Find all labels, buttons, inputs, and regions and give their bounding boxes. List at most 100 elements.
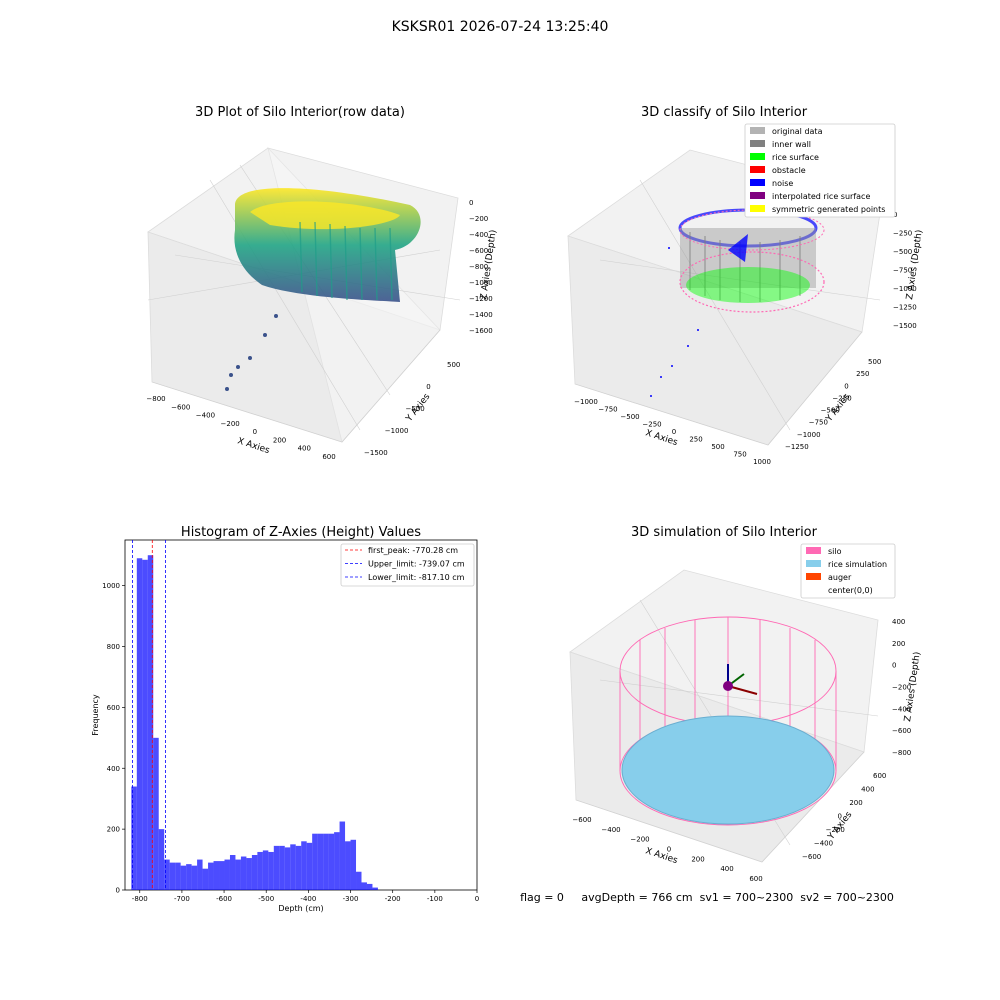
histogram-bar	[229, 855, 236, 890]
histogram-bar	[246, 858, 252, 890]
tick-label: −400	[814, 840, 833, 848]
tick-label: 600	[749, 875, 762, 883]
histogram-bar	[361, 882, 367, 890]
histogram-axes-frame	[124, 539, 478, 891]
legend-label: Upper_limit: -739.07 cm	[368, 560, 465, 569]
tick-label: −800	[146, 395, 165, 403]
histogram-bar	[372, 887, 378, 890]
legend-swatch	[806, 547, 821, 554]
tick-label: −200	[826, 826, 845, 834]
tick-label: 0	[838, 813, 842, 821]
tick-label: 250	[689, 436, 702, 444]
tick-label: 750	[733, 451, 746, 459]
panel-1-xlabel: X Axies	[236, 436, 271, 456]
tick-label: 600	[322, 453, 335, 461]
tick-label: −1000	[385, 427, 409, 435]
tick-label: 0	[426, 383, 430, 391]
tick-label: −1250	[785, 443, 809, 451]
legend-label: symmetric generated points	[772, 205, 885, 214]
tick-label: −500	[406, 405, 425, 413]
histogram-bar	[284, 847, 291, 890]
histogram-bar	[312, 833, 318, 890]
tick-label: -800	[132, 895, 148, 903]
tick-label: -400	[300, 895, 316, 903]
tick-label: 0	[475, 895, 479, 903]
rice-simulation-surface	[621, 715, 835, 825]
tick-label: -600	[216, 895, 232, 903]
tick-label: 200	[892, 640, 905, 648]
histogram-bar	[339, 821, 346, 890]
tick-label: 0	[672, 428, 676, 436]
panel-4-title: 3D simulation of Silo Interior	[631, 525, 818, 540]
histogram-xlabel: Depth (cm)	[278, 904, 323, 913]
legend-label: noise	[772, 179, 793, 188]
tick-label: 0	[892, 662, 896, 670]
legend-label: inner wall	[772, 140, 811, 149]
tick-label: 400	[720, 865, 733, 873]
tick-label: −250	[893, 230, 912, 238]
histogram-ylabel: Frequency	[91, 694, 100, 736]
tick-label: −250	[642, 421, 661, 429]
tick-label: −750	[598, 406, 617, 414]
panel-2-y-ticks: 500 250 0 −250 −500 −750 −1000 −1250	[785, 358, 881, 451]
panel-1-x-ticks: −800 −600 −400 −200 0 200 400 600	[146, 395, 335, 461]
histogram-bar	[251, 855, 258, 890]
histogram-bar	[169, 862, 176, 890]
histogram-bar	[262, 850, 269, 890]
histogram-bar	[279, 845, 285, 890]
tick-label: −400	[469, 231, 488, 239]
figure-title: KSKSR01 2026-07-24 13:25:40	[392, 19, 609, 35]
tick-label: −1500	[893, 322, 917, 330]
histogram-bar	[136, 558, 143, 890]
tick-label: −1250	[893, 304, 917, 312]
tick-label: 600	[873, 772, 886, 780]
histogram-bar	[180, 865, 187, 890]
histogram-bar	[147, 555, 154, 890]
tick-label: −800	[892, 749, 911, 757]
panel-2-zlabel: Z Axies (Depth)	[905, 229, 925, 300]
histogram-bar	[158, 829, 165, 890]
legend-swatch	[806, 560, 821, 567]
tick-label: −1000	[469, 279, 493, 287]
tick-label: −1000	[893, 285, 917, 293]
tick-label: 250	[856, 370, 869, 378]
tick-label: −1000	[797, 431, 821, 439]
panel-raw-data: 3D Plot of Silo Interior(row data)	[146, 105, 498, 461]
legend-swatch	[750, 205, 765, 212]
histogram-bar	[317, 833, 324, 890]
legend-label: Lower_limit: -817.10 cm	[368, 573, 465, 582]
legend-swatch	[806, 573, 821, 580]
tick-label: 600	[107, 704, 120, 712]
tick-label: −1500	[364, 449, 388, 457]
histogram-bar	[175, 862, 181, 890]
histogram-bar	[273, 845, 280, 890]
legend-label: silo	[828, 547, 842, 556]
tick-label: 0	[844, 382, 848, 390]
legend-label: first_peak: -770.28 cm	[368, 546, 458, 555]
tick-label: 400	[892, 618, 905, 626]
tick-label: −600	[171, 403, 190, 411]
histogram-bar	[257, 851, 263, 890]
panel-1-y-ticks: 500 0 −500 −1000 −1500	[364, 361, 460, 457]
tick-label: −500	[821, 407, 840, 415]
status-line: flag = 0 avgDepth = 766 cm sv1 = 700~230…	[520, 891, 894, 904]
histogram-bar	[131, 786, 137, 890]
tick-label: 500	[447, 361, 460, 369]
histogram-bar	[356, 871, 362, 890]
tick-label: −200	[221, 420, 240, 428]
panel-1-point-cloud	[225, 188, 421, 391]
panel-3-title: Histogram of Z-Axies (Height) Values	[181, 525, 421, 540]
panel-1-title: 3D Plot of Silo Interior(row data)	[195, 105, 405, 120]
tick-label: 0	[667, 846, 671, 854]
histogram-reference-lines	[132, 540, 166, 890]
panel-2-legend: original data inner wall rice surface obsta…	[744, 123, 896, 218]
histogram-bar	[323, 833, 329, 890]
tick-label: 0	[253, 428, 257, 436]
histogram-bar	[197, 859, 203, 890]
tick-label: −750	[809, 419, 828, 427]
histogram-bar	[334, 832, 340, 890]
tick-label: -700	[174, 895, 190, 903]
tick-label: 200	[273, 436, 286, 444]
panel-2-x-ticks: −1000−750−500−250 0 250 500 750 1000	[574, 398, 771, 466]
tick-label: −1600	[469, 327, 493, 335]
